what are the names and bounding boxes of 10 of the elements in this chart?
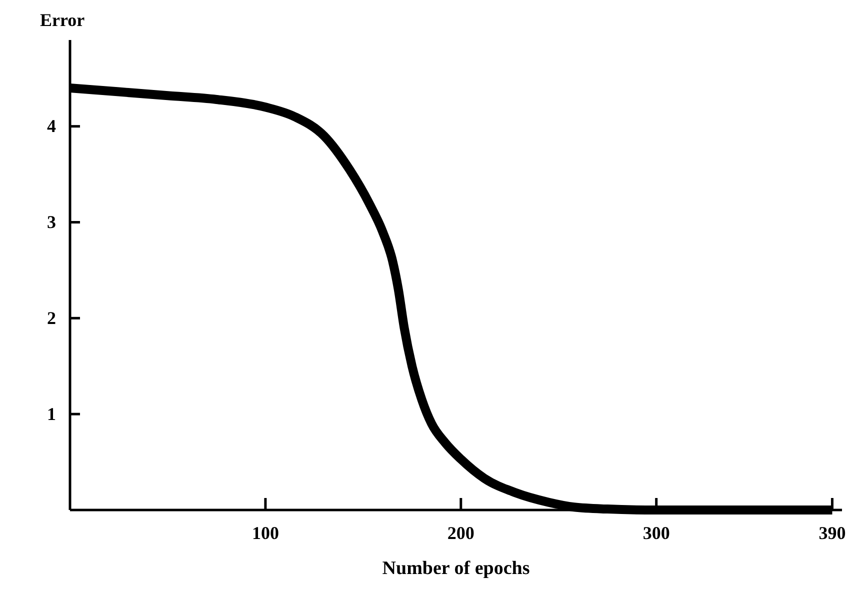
y-tick-label: 3 (47, 212, 56, 232)
y-tick-label: 4 (47, 116, 56, 136)
x-tick-label: 200 (447, 522, 474, 543)
y-tick-label: 1 (47, 404, 56, 424)
x-tick-label: 100 (252, 522, 279, 543)
y-axis-title: Error (40, 10, 85, 30)
x-tick-label: 390 (818, 522, 846, 543)
x-axis-title: Number of epochs (382, 558, 530, 579)
x-tick-label: 300 (642, 522, 670, 543)
y-tick-label: 2 (47, 308, 56, 328)
